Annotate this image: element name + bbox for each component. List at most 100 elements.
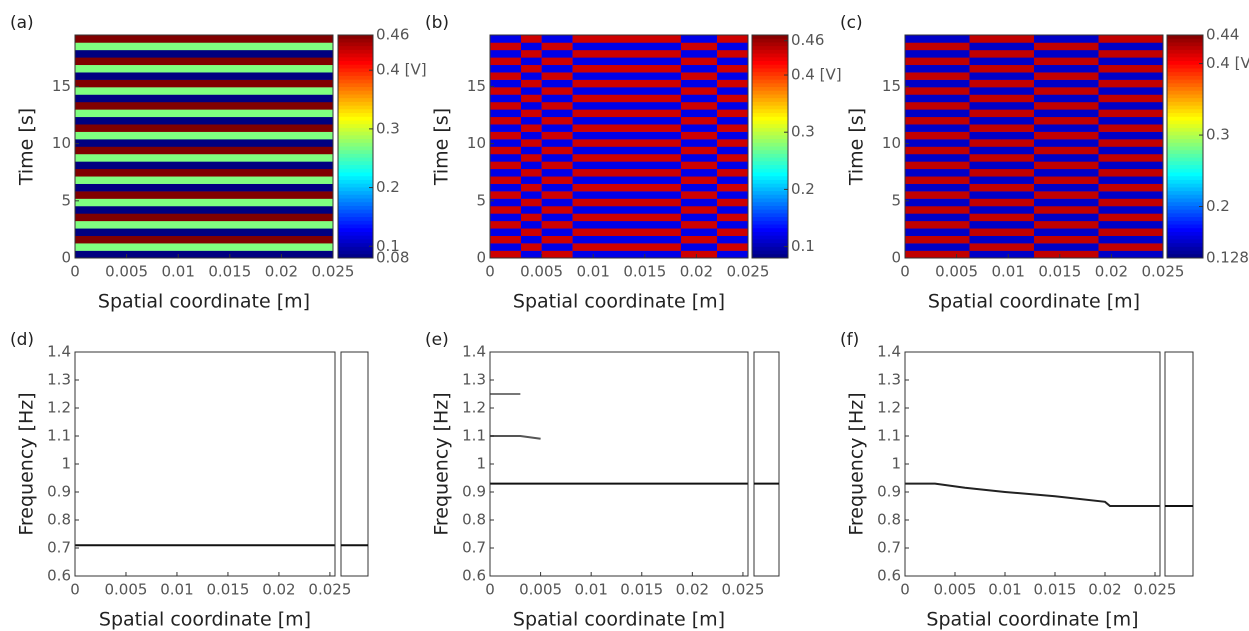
colorbar-swatch bbox=[1167, 217, 1203, 222]
panel-label: (b) bbox=[425, 13, 449, 33]
heat-cell bbox=[490, 72, 522, 80]
x-tick-label: 0.01 bbox=[161, 263, 194, 281]
colorbar-swatch bbox=[752, 135, 788, 140]
x-tick-label: 0.02 bbox=[676, 581, 709, 599]
colorbar-swatch bbox=[752, 191, 788, 196]
heat-cell bbox=[969, 79, 1003, 88]
heat-cell bbox=[541, 146, 573, 155]
colorbar-swatch bbox=[1167, 142, 1203, 147]
colorbar-swatch bbox=[338, 101, 373, 107]
heat-cell bbox=[905, 109, 938, 118]
y-tick-label: 0 bbox=[891, 249, 901, 267]
colorbar-tick-label: 0.4 [V] bbox=[791, 66, 842, 84]
y-tick-label: 1.2 bbox=[462, 399, 486, 417]
heat-cell bbox=[1001, 243, 1035, 251]
x-tick-label: 0.025 bbox=[1142, 263, 1185, 281]
heat-cell bbox=[1130, 198, 1164, 207]
heat-cell bbox=[75, 235, 334, 244]
colorbar-swatch bbox=[1167, 250, 1203, 255]
y-tick-label: 1 bbox=[476, 455, 486, 473]
heat-cell bbox=[969, 87, 1003, 95]
heat-cell bbox=[969, 198, 1003, 207]
colorbar-swatch bbox=[1167, 116, 1203, 121]
colorbar-swatch bbox=[1167, 38, 1203, 43]
colorbar-swatch bbox=[1167, 153, 1203, 159]
x-tick-label: 0.015 bbox=[206, 581, 249, 599]
heat-cell bbox=[1098, 168, 1132, 177]
heat-cell bbox=[572, 87, 682, 95]
heat-cell bbox=[937, 198, 970, 207]
heat-cell bbox=[680, 153, 718, 162]
colorbar-swatch bbox=[338, 127, 373, 133]
heat-cell bbox=[969, 57, 1003, 66]
colorbar-swatch bbox=[1167, 83, 1203, 88]
colorbar-swatch bbox=[338, 198, 373, 203]
colorbar-swatch bbox=[752, 202, 788, 207]
heat-cell bbox=[680, 228, 718, 236]
heat-cell bbox=[1098, 57, 1132, 66]
colorbar-swatch bbox=[752, 217, 788, 222]
colorbar-swatch bbox=[338, 165, 373, 170]
heat-cell bbox=[1066, 124, 1099, 132]
heat-cell bbox=[75, 131, 334, 140]
heat-cell bbox=[969, 243, 1003, 251]
y-tick-label: 10 bbox=[52, 134, 71, 152]
heat-cell bbox=[541, 220, 573, 229]
heat-cell bbox=[1098, 198, 1132, 207]
heat-cell bbox=[572, 176, 682, 184]
y-tick-label: 0.7 bbox=[877, 539, 901, 557]
colorbar-swatch bbox=[752, 131, 788, 136]
heat-cell bbox=[520, 191, 542, 199]
x-tick-label: 0.005 bbox=[934, 581, 977, 599]
colorbar-swatch bbox=[1167, 109, 1203, 114]
heat-cell bbox=[541, 131, 573, 140]
heat-cell bbox=[1001, 101, 1035, 110]
colorbar-swatch bbox=[1167, 228, 1203, 233]
colorbar-swatch bbox=[1167, 53, 1203, 58]
x-tick-label: 0.02 bbox=[1095, 263, 1128, 281]
heat-cell bbox=[937, 116, 970, 125]
x-tick-label: 0.02 bbox=[265, 263, 298, 281]
colorbar-swatch bbox=[752, 243, 788, 248]
colorbar-swatch bbox=[752, 246, 788, 252]
heat-cell bbox=[1066, 205, 1099, 214]
colorbar-frame bbox=[1166, 34, 1204, 259]
x-tick-label: 0.025 bbox=[308, 581, 351, 599]
heat-cell bbox=[520, 213, 542, 222]
heat-cell bbox=[541, 153, 573, 162]
x-axis-label: Spatial coordinate [m] bbox=[98, 291, 310, 313]
heat-cell bbox=[1130, 79, 1164, 88]
heat-cell bbox=[969, 176, 1003, 184]
heat-cell bbox=[1130, 64, 1164, 73]
colorbar-swatch bbox=[338, 146, 373, 151]
colorbar-swatch bbox=[752, 87, 788, 92]
colorbar-tick-label: 0.3 bbox=[376, 119, 400, 137]
heat-cell bbox=[937, 205, 970, 214]
heat-cell bbox=[937, 153, 970, 162]
heat-cell bbox=[1001, 131, 1035, 140]
heat-cell bbox=[572, 49, 682, 58]
heat-cell bbox=[490, 64, 522, 73]
heat-cell bbox=[490, 183, 522, 192]
heat-cell bbox=[1001, 124, 1035, 132]
heat-cell bbox=[1098, 153, 1132, 162]
colorbar-swatch bbox=[752, 150, 788, 155]
colorbar-swatch bbox=[752, 139, 788, 144]
heat-cell bbox=[572, 64, 682, 73]
x-tick-label: 0.01 bbox=[991, 263, 1024, 281]
heat-cell bbox=[905, 124, 938, 132]
heat-cell bbox=[520, 64, 542, 73]
heat-cell bbox=[937, 213, 970, 222]
x-tick-label: 0 bbox=[70, 263, 80, 281]
heat-cell bbox=[572, 42, 682, 51]
heat-cell bbox=[572, 168, 682, 177]
heat-cell bbox=[1001, 35, 1035, 43]
heat-cell bbox=[572, 191, 682, 199]
colorbar-swatch bbox=[338, 168, 373, 174]
heat-cell bbox=[905, 243, 938, 251]
heat-cell bbox=[937, 79, 970, 88]
heat-cell bbox=[520, 116, 542, 125]
colorbar-swatch bbox=[1167, 105, 1203, 110]
heat-cell bbox=[1001, 94, 1035, 103]
heat-cell bbox=[1130, 205, 1164, 214]
